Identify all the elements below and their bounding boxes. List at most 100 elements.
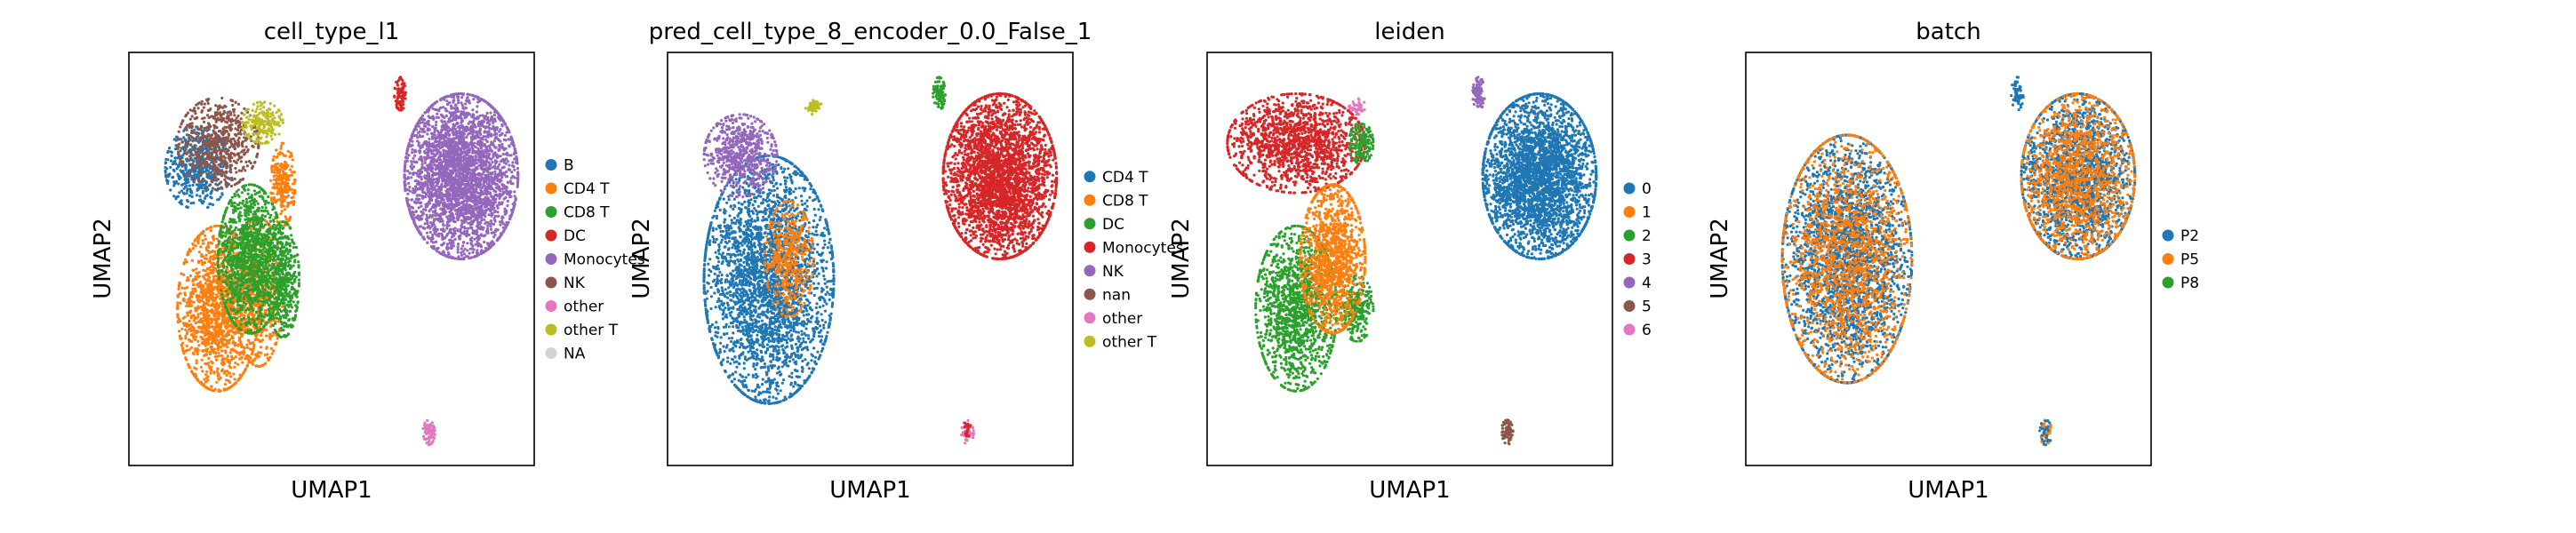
data-point xyxy=(214,336,218,339)
data-point xyxy=(236,378,240,382)
data-point xyxy=(219,111,222,115)
data-point xyxy=(217,271,220,274)
data-point xyxy=(231,219,235,223)
data-point xyxy=(239,132,243,136)
data-point xyxy=(249,138,252,141)
data-point xyxy=(227,312,230,315)
data-point xyxy=(228,286,232,290)
data-point xyxy=(255,129,259,132)
data-point xyxy=(211,140,214,144)
data-point xyxy=(256,218,260,221)
data-point xyxy=(212,144,216,147)
data-point xyxy=(190,131,194,135)
data-point xyxy=(205,194,209,197)
data-point xyxy=(263,214,268,219)
data-point xyxy=(197,259,201,263)
data-point xyxy=(201,177,204,180)
data-point xyxy=(219,114,222,117)
data-point xyxy=(197,300,201,304)
data-point xyxy=(208,184,212,187)
data-point xyxy=(231,103,235,107)
data-point xyxy=(209,369,212,372)
data-point xyxy=(248,115,252,118)
data-point xyxy=(244,356,247,361)
data-point xyxy=(182,136,186,139)
data-point xyxy=(181,350,186,354)
data-point xyxy=(228,157,231,161)
data-point xyxy=(230,156,234,160)
data-point xyxy=(273,132,277,136)
data-point xyxy=(256,272,260,275)
data-point xyxy=(188,348,191,352)
data-point xyxy=(258,190,261,194)
data-point xyxy=(194,144,197,147)
data-point xyxy=(293,190,297,194)
data-point xyxy=(211,265,214,268)
data-point xyxy=(207,148,211,152)
data-point xyxy=(196,107,200,110)
data-point xyxy=(192,319,196,322)
data-point xyxy=(181,183,185,187)
data-point xyxy=(184,258,188,261)
data-point xyxy=(241,178,244,181)
data-point xyxy=(279,118,283,122)
data-point xyxy=(234,281,237,284)
data-point xyxy=(191,332,195,336)
data-point xyxy=(250,297,253,300)
data-point xyxy=(182,192,186,195)
data-point xyxy=(172,195,176,198)
data-point xyxy=(267,195,270,199)
data-point xyxy=(219,164,222,169)
data-point xyxy=(290,171,294,174)
data-point xyxy=(176,301,180,305)
data-point xyxy=(176,172,180,176)
data-point xyxy=(210,165,213,169)
data-point xyxy=(232,159,236,163)
data-point xyxy=(264,129,268,132)
data-point xyxy=(204,282,207,285)
data-point xyxy=(247,219,251,223)
data-point xyxy=(259,228,262,232)
data-point xyxy=(202,139,205,143)
data-point xyxy=(225,125,228,129)
data-point xyxy=(241,145,244,148)
data-point xyxy=(216,303,220,306)
data-point xyxy=(272,205,276,209)
data-point xyxy=(182,297,186,300)
data-point xyxy=(205,125,209,130)
data-point xyxy=(194,147,197,150)
data-point xyxy=(228,263,231,266)
data-point xyxy=(257,125,261,129)
data-point xyxy=(188,143,192,147)
data-point xyxy=(178,177,181,180)
data-point xyxy=(262,279,266,282)
data-point xyxy=(177,130,180,133)
data-point xyxy=(268,355,272,359)
data-point xyxy=(242,295,245,299)
data-point xyxy=(224,306,228,309)
data-point xyxy=(164,165,167,170)
data-point xyxy=(226,321,230,324)
data-point xyxy=(236,119,240,123)
data-point xyxy=(228,227,231,232)
data-point xyxy=(283,224,286,227)
data-point xyxy=(281,196,284,200)
data-point xyxy=(231,330,235,334)
data-point xyxy=(245,227,249,230)
data-point xyxy=(268,102,272,106)
data-point xyxy=(196,313,200,316)
data-point xyxy=(200,358,204,362)
data-point xyxy=(254,122,258,125)
data-point xyxy=(192,337,196,340)
data-point xyxy=(187,133,191,137)
data-point xyxy=(219,346,223,349)
data-point xyxy=(268,129,271,132)
data-point xyxy=(180,286,184,290)
data-point xyxy=(204,98,209,101)
data-point xyxy=(217,317,220,321)
data-point xyxy=(215,380,219,384)
data-point xyxy=(238,287,242,290)
data-point xyxy=(244,308,247,312)
